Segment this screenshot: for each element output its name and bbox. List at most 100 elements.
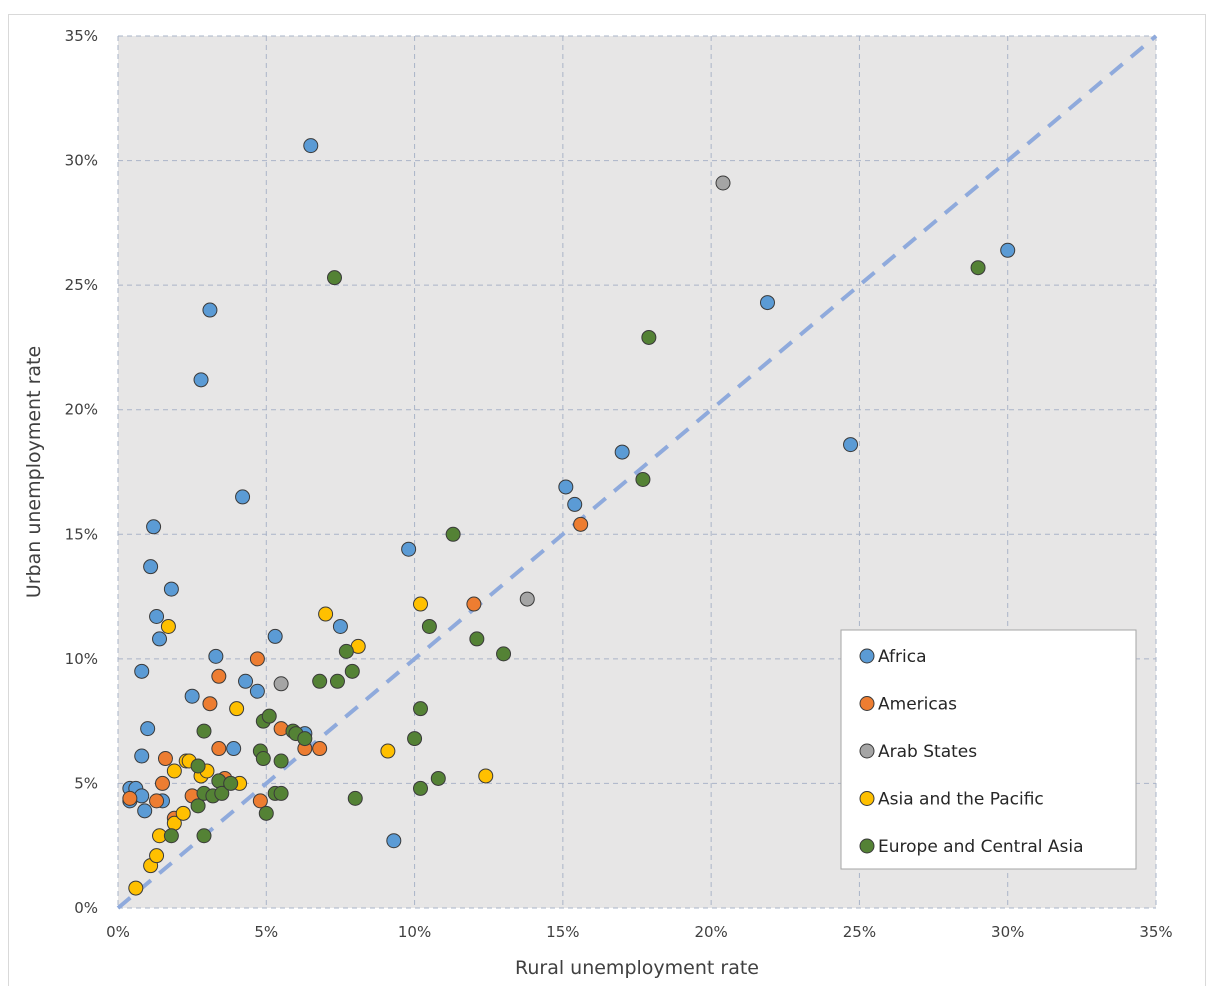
point-europe-and-central-asia	[273, 785, 289, 801]
point-asia-and-the-pacific	[175, 805, 191, 821]
point-africa	[143, 559, 159, 575]
point-americas	[211, 741, 227, 757]
point-europe-and-central-asia	[223, 775, 239, 791]
point-asia-and-the-pacific	[160, 618, 176, 634]
legend-marker	[859, 648, 875, 664]
x-tick-label: 10%	[398, 923, 431, 941]
legend-marker	[859, 696, 875, 711]
point-africa	[401, 541, 417, 557]
point-americas	[211, 668, 227, 684]
point-europe-and-central-asia	[407, 731, 423, 747]
point-africa	[235, 489, 251, 505]
point-europe-and-central-asia	[469, 631, 485, 647]
legend-label: Americas	[878, 695, 957, 715]
point-asia-and-the-pacific	[166, 763, 182, 779]
legend-box	[840, 629, 1137, 870]
point-africa	[202, 302, 218, 318]
point-africa	[152, 631, 168, 647]
point-europe-and-central-asia	[214, 785, 230, 801]
point-africa	[193, 372, 209, 388]
point-europe-and-central-asia	[255, 751, 271, 767]
legend-label: Arab States	[878, 742, 977, 762]
point-europe-and-central-asia	[312, 673, 328, 689]
x-tick-label: 20%	[694, 923, 727, 941]
y-tick-label: 5%	[74, 774, 98, 792]
point-europe-and-central-asia	[347, 790, 363, 806]
point-europe-and-central-asia	[413, 701, 429, 717]
point-americas	[252, 793, 268, 809]
point-asia-and-the-pacific	[149, 848, 165, 864]
x-axis-ticks: 0% 5% 10% 15% 20% 25% 30% 35%	[106, 923, 1173, 941]
point-europe-and-central-asia	[970, 260, 986, 276]
point-europe-and-central-asia	[261, 708, 277, 724]
point-europe-and-central-asia	[430, 770, 446, 786]
y-tick-label: 30%	[65, 152, 98, 170]
point-europe-and-central-asia	[329, 673, 345, 689]
point-europe-and-central-asia	[344, 663, 360, 679]
point-europe-and-central-asia	[635, 471, 651, 487]
point-europe-and-central-asia	[421, 618, 437, 634]
point-asia-and-the-pacific	[478, 768, 494, 784]
point-africa	[226, 741, 242, 757]
point-europe-and-central-asia	[496, 646, 512, 662]
point-europe-and-central-asia	[326, 270, 342, 286]
legend-marker	[859, 743, 875, 759]
legend-marker	[859, 838, 875, 854]
point-africa	[249, 683, 265, 699]
y-tick-label: 10%	[65, 650, 98, 668]
point-europe-and-central-asia	[445, 526, 461, 542]
x-tick-label: 30%	[991, 923, 1024, 941]
legend-label: Europe and Central Asia	[878, 837, 1084, 857]
point-americas	[154, 775, 170, 791]
point-asia-and-the-pacific	[318, 606, 334, 622]
point-africa	[332, 618, 348, 634]
point-americas	[122, 790, 138, 806]
point-africa	[843, 437, 859, 453]
point-africa	[146, 519, 162, 535]
point-americas	[573, 516, 589, 532]
point-europe-and-central-asia	[338, 643, 354, 659]
x-axis-title: Rural unemployment rate	[515, 957, 759, 979]
y-tick-label: 25%	[65, 276, 98, 294]
y-tick-label: 0%	[74, 899, 98, 917]
data-points	[122, 138, 1016, 896]
point-africa	[386, 833, 402, 849]
point-africa	[238, 673, 254, 689]
legend-label: Africa	[878, 647, 927, 667]
point-europe-and-central-asia	[273, 753, 289, 769]
point-asia-and-the-pacific	[128, 880, 144, 896]
point-africa	[567, 496, 583, 512]
point-africa	[558, 479, 574, 495]
y-tick-label: 15%	[65, 525, 98, 543]
point-africa	[134, 748, 150, 764]
point-americas	[466, 596, 482, 612]
point-americas	[149, 793, 165, 809]
reference-line	[116, 34, 1158, 910]
legend: Africa Americas Arab States Asia and the Pa…	[840, 629, 1137, 870]
point-arab-states	[273, 676, 289, 692]
point-asia-and-the-pacific	[380, 743, 396, 759]
point-europe-and-central-asia	[163, 828, 179, 844]
point-europe-and-central-asia	[190, 798, 206, 814]
point-europe-and-central-asia	[297, 731, 313, 747]
point-africa	[267, 628, 283, 644]
point-europe-and-central-asia	[258, 805, 274, 821]
point-africa	[1000, 242, 1016, 258]
point-asia-and-the-pacific	[229, 701, 245, 717]
point-americas	[312, 741, 328, 757]
point-africa	[614, 444, 630, 460]
y-axis-title: Urban unemployment rate	[23, 346, 45, 598]
chart-frame	[8, 14, 1206, 986]
y-axis-ticks: 0% 5% 10% 15% 20% 25% 30% 35%	[65, 27, 98, 917]
x-tick-label: 0%	[106, 923, 130, 941]
legend-marker	[859, 791, 875, 806]
point-europe-and-central-asia	[190, 758, 206, 774]
point-africa	[184, 688, 200, 704]
point-africa	[140, 721, 156, 737]
point-europe-and-central-asia	[196, 828, 212, 844]
point-arab-states	[715, 175, 731, 191]
legend-label: Asia and the Pacific	[878, 790, 1044, 810]
point-africa	[163, 581, 179, 597]
point-africa	[303, 138, 319, 154]
x-tick-label: 35%	[1139, 923, 1172, 941]
